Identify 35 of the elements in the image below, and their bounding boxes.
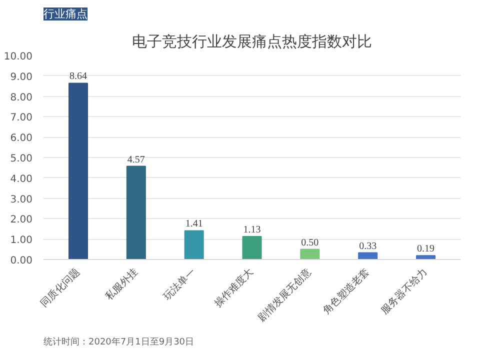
data-label: 0.33 xyxy=(359,240,377,252)
text: 统计时间：2020年7月1日至9月30日 xyxy=(44,336,194,348)
x-tick-label: 角色塑造老套 xyxy=(320,266,372,317)
y-tick-label: 9.00 xyxy=(10,72,32,83)
bar xyxy=(300,248,320,260)
data-label: 1.41 xyxy=(185,218,203,230)
y-tick-label: 7.00 xyxy=(10,112,32,124)
data-label: 0.19 xyxy=(417,244,434,255)
x-tick-label: 私服外挂 xyxy=(103,266,140,303)
bar xyxy=(242,236,262,260)
text: 行业痛点 xyxy=(44,8,88,20)
bar xyxy=(184,230,204,260)
y-tick-label: 1.00 xyxy=(10,235,32,246)
bar xyxy=(68,82,88,260)
y-tick-label: 4.00 xyxy=(10,174,32,185)
x-tick-label: 服务器不给力 xyxy=(378,266,430,317)
y-tick-label: 3.00 xyxy=(10,194,32,206)
y-tick-label: 2.00 xyxy=(10,214,32,226)
data-label: 0.50 xyxy=(301,237,319,248)
x-tick-label: 同质化问题 xyxy=(38,266,82,310)
data-label: 8.64 xyxy=(70,71,87,82)
y-tick-label: 10.00 xyxy=(4,52,33,62)
y-tick-label: 5.00 xyxy=(10,154,32,164)
chart-title: 电子竞技行业发展痛点热度指数对比 xyxy=(132,32,372,50)
bar xyxy=(358,252,378,260)
x-tick-label: 剧情发展无创意 xyxy=(256,266,314,324)
y-tick-label: 0.00 xyxy=(10,256,32,266)
data-label: 4.57 xyxy=(127,154,145,166)
y-tick-label: 6.00 xyxy=(10,133,32,144)
x-tick-label: 玩法单一 xyxy=(161,266,198,303)
bar xyxy=(416,255,436,260)
data-label: 1.13 xyxy=(243,224,261,236)
x-tick-label: 操作难度大 xyxy=(212,266,256,310)
y-tick-label: 8.00 xyxy=(10,92,32,104)
bar xyxy=(126,166,146,260)
